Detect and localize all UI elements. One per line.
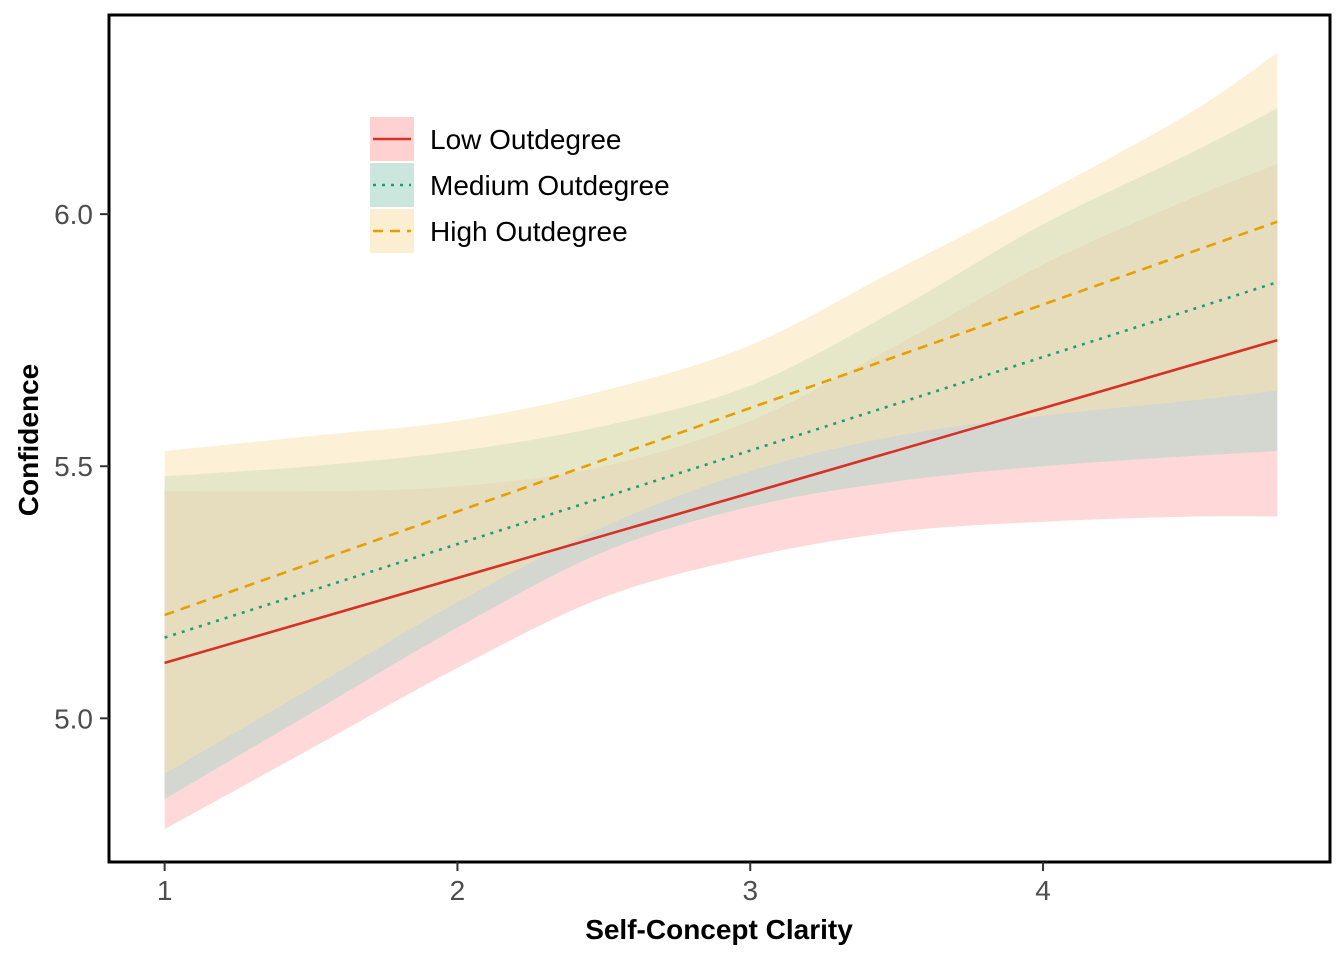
legend-label: High Outdegree [430,216,628,247]
plot-panel-border [107,13,1332,864]
line-low-outdegree [164,338,1278,665]
legend-label: Low Outdegree [430,124,621,155]
band-high-outdegree [164,52,1278,774]
y-axis: 5.0 5.5 6.0 [54,199,109,734]
series-lines [164,220,1278,665]
x-tick-label: 3 [742,875,758,906]
x-axis: 1 2 3 4 [157,862,1051,906]
line-high-outdegree [164,220,1278,617]
y-tick-label: 5.0 [54,703,93,734]
legend-key-low-outdegree: Low Outdegree [370,117,621,161]
y-tick-label: 5.5 [54,451,93,482]
x-tick-label: 1 [157,875,173,906]
y-axis-label: Confidence [13,364,44,516]
x-tick-label: 2 [450,875,466,906]
y-tick-label: 6.0 [54,199,93,230]
legend: Low Outdegree Medium Outdegree High Outdeg… [370,117,670,253]
legend-key-medium-outdegree: Medium Outdegree [370,163,670,207]
x-tick-label: 4 [1035,875,1051,906]
legend-key-high-outdegree: High Outdegree [370,209,628,253]
confidence-bands [164,52,1278,830]
line-medium-outdegree [164,280,1278,639]
legend-label: Medium Outdegree [430,170,670,201]
x-axis-label: Self-Concept Clarity [585,914,853,945]
